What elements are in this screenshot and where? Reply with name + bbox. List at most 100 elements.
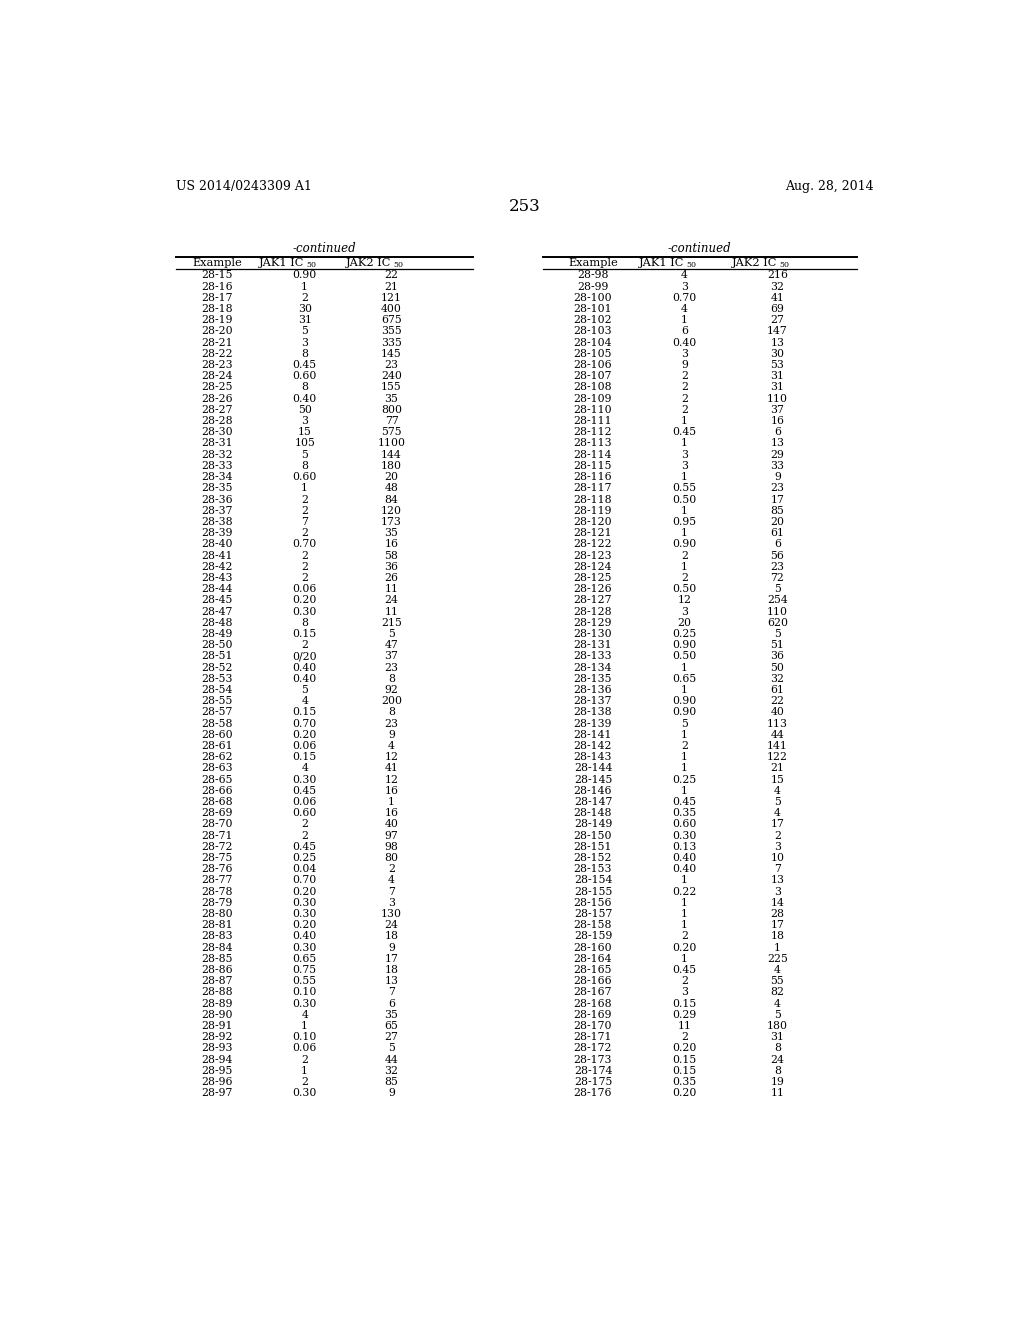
Text: Example: Example — [193, 259, 242, 268]
Text: 0.45: 0.45 — [293, 360, 316, 370]
Text: 28-33: 28-33 — [202, 461, 232, 471]
Text: 16: 16 — [384, 785, 398, 796]
Text: 28-63: 28-63 — [202, 763, 232, 774]
Text: 28-152: 28-152 — [573, 853, 612, 863]
Text: 5: 5 — [388, 1044, 395, 1053]
Text: 0.30: 0.30 — [293, 607, 316, 616]
Text: 180: 180 — [381, 461, 402, 471]
Text: 1: 1 — [681, 954, 688, 964]
Text: JAK2 IC: JAK2 IC — [732, 259, 777, 268]
Text: 0.30: 0.30 — [293, 1088, 316, 1098]
Text: 28-121: 28-121 — [573, 528, 612, 539]
Text: 65: 65 — [385, 1022, 398, 1031]
Text: 28-75: 28-75 — [202, 853, 232, 863]
Text: 28-113: 28-113 — [573, 438, 612, 449]
Text: 28-44: 28-44 — [202, 585, 232, 594]
Text: 72: 72 — [770, 573, 784, 583]
Text: 28-20: 28-20 — [202, 326, 232, 337]
Text: 3: 3 — [388, 898, 395, 908]
Text: 28-41: 28-41 — [202, 550, 232, 561]
Text: 13: 13 — [770, 438, 784, 449]
Text: 0.40: 0.40 — [673, 865, 696, 874]
Text: JAK2 IC: JAK2 IC — [346, 259, 391, 268]
Text: 0.25: 0.25 — [293, 853, 316, 863]
Text: 19: 19 — [770, 1077, 784, 1088]
Text: 3: 3 — [301, 416, 308, 426]
Text: 28-169: 28-169 — [573, 1010, 612, 1020]
Text: 11: 11 — [384, 585, 398, 594]
Text: 0.20: 0.20 — [293, 730, 316, 739]
Text: 28-134: 28-134 — [573, 663, 612, 673]
Text: 15: 15 — [770, 775, 784, 784]
Text: 47: 47 — [385, 640, 398, 651]
Text: 28-101: 28-101 — [573, 304, 612, 314]
Text: 28-106: 28-106 — [573, 360, 612, 370]
Text: 1: 1 — [301, 483, 308, 494]
Text: 28-149: 28-149 — [573, 820, 612, 829]
Text: 28-22: 28-22 — [202, 348, 232, 359]
Text: 28-111: 28-111 — [573, 416, 612, 426]
Text: 28-133: 28-133 — [573, 651, 612, 661]
Text: 28-92: 28-92 — [202, 1032, 232, 1043]
Text: 0.15: 0.15 — [293, 708, 316, 717]
Text: 0.90: 0.90 — [673, 640, 696, 651]
Text: 28-23: 28-23 — [202, 360, 232, 370]
Text: 4: 4 — [681, 271, 688, 280]
Text: 28-122: 28-122 — [573, 540, 612, 549]
Text: 2: 2 — [681, 977, 688, 986]
Text: 28-72: 28-72 — [202, 842, 232, 851]
Text: 28-35: 28-35 — [202, 483, 232, 494]
Text: 50: 50 — [686, 260, 696, 269]
Text: 1: 1 — [681, 730, 688, 739]
Text: 122: 122 — [767, 752, 787, 762]
Text: 11: 11 — [384, 607, 398, 616]
Text: 28-86: 28-86 — [202, 965, 232, 975]
Text: 28-173: 28-173 — [573, 1055, 612, 1065]
Text: 11: 11 — [678, 1022, 691, 1031]
Text: 28-145: 28-145 — [573, 775, 612, 784]
Text: 0.45: 0.45 — [673, 965, 696, 975]
Text: 32: 32 — [770, 673, 784, 684]
Text: 31: 31 — [770, 371, 784, 381]
Text: 28-17: 28-17 — [202, 293, 232, 302]
Text: 28-136: 28-136 — [573, 685, 612, 694]
Text: 21: 21 — [770, 763, 784, 774]
Text: 28-99: 28-99 — [578, 281, 608, 292]
Text: 0.40: 0.40 — [293, 663, 316, 673]
Text: 0.30: 0.30 — [293, 942, 316, 953]
Text: 9: 9 — [388, 730, 395, 739]
Text: 28-123: 28-123 — [573, 550, 612, 561]
Text: 4: 4 — [388, 875, 395, 886]
Text: 4: 4 — [301, 1010, 308, 1020]
Text: 58: 58 — [385, 550, 398, 561]
Text: 28-144: 28-144 — [573, 763, 612, 774]
Text: 15: 15 — [298, 428, 311, 437]
Text: 28-139: 28-139 — [573, 718, 612, 729]
Text: 3: 3 — [681, 450, 688, 459]
Text: 50: 50 — [393, 260, 403, 269]
Text: 0.20: 0.20 — [673, 942, 696, 953]
Text: 7: 7 — [388, 887, 395, 896]
Text: 0.45: 0.45 — [293, 842, 316, 851]
Text: 28-61: 28-61 — [202, 741, 232, 751]
Text: 26: 26 — [384, 573, 398, 583]
Text: 0.30: 0.30 — [293, 898, 316, 908]
Text: 575: 575 — [381, 428, 401, 437]
Text: 37: 37 — [770, 405, 784, 414]
Text: 28-25: 28-25 — [202, 383, 232, 392]
Text: 28-105: 28-105 — [573, 348, 612, 359]
Text: 0.06: 0.06 — [293, 741, 316, 751]
Text: 28-172: 28-172 — [573, 1044, 612, 1053]
Text: 28-171: 28-171 — [573, 1032, 612, 1043]
Text: 23: 23 — [770, 483, 784, 494]
Text: 31: 31 — [298, 315, 311, 325]
Text: 28-37: 28-37 — [202, 506, 232, 516]
Text: Aug. 28, 2014: Aug. 28, 2014 — [785, 181, 873, 194]
Text: 0.35: 0.35 — [673, 1077, 696, 1088]
Text: 85: 85 — [385, 1077, 398, 1088]
Text: 17: 17 — [770, 920, 784, 931]
Text: 77: 77 — [385, 416, 398, 426]
Text: 5: 5 — [774, 628, 781, 639]
Text: 97: 97 — [385, 830, 398, 841]
Text: 0.30: 0.30 — [293, 775, 316, 784]
